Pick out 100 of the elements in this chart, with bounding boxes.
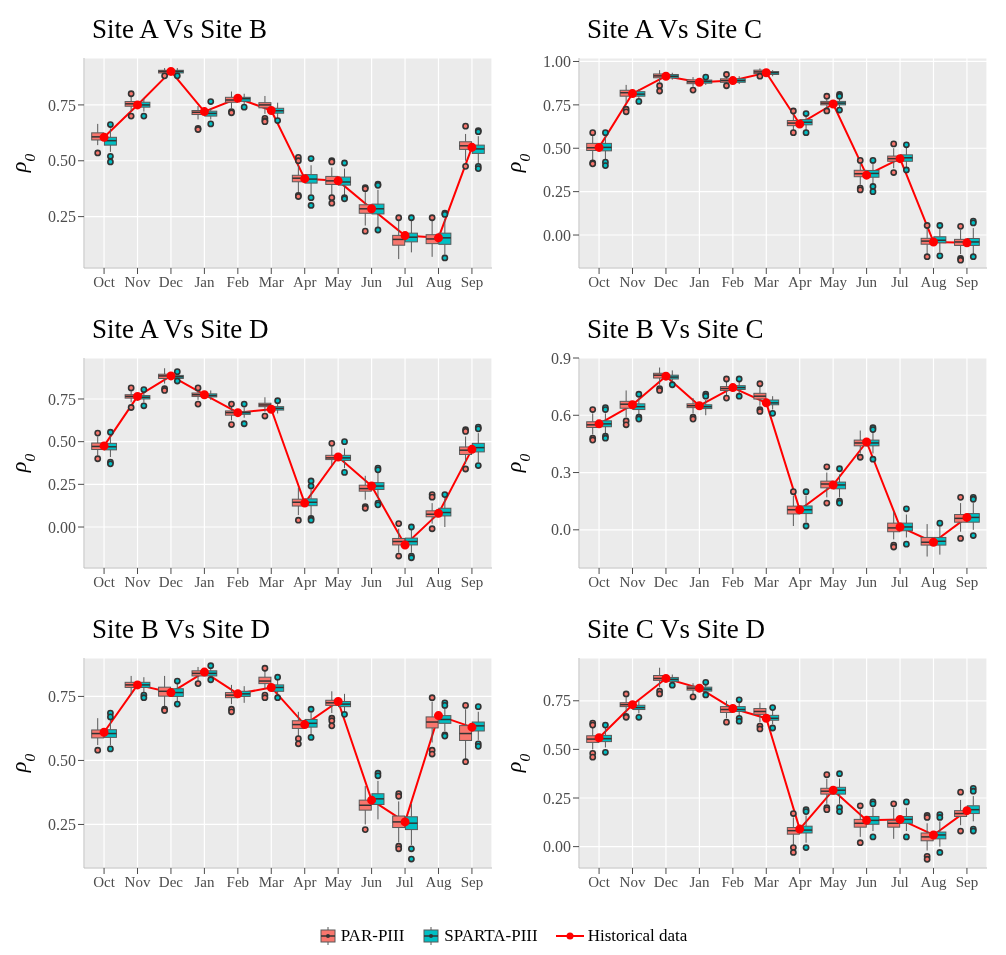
x-tick-label: Aug	[425, 873, 452, 890]
legend-label: PAR-PIII	[340, 926, 405, 946]
x-tick-label: Dec	[653, 273, 679, 290]
x-tick-label: Jan	[194, 873, 215, 890]
x-tick-label: Apr	[788, 573, 812, 590]
x-tick-label: Jan	[194, 273, 215, 290]
x-tick-label: Nov	[619, 273, 646, 290]
x-tick-label: Sep	[955, 273, 979, 290]
y-tick-label: 0.25	[48, 816, 76, 834]
x-tick-label: Oct	[93, 573, 116, 590]
x-tick-label: Oct	[588, 273, 611, 290]
x-tick-label: Sep	[955, 873, 979, 890]
y-tick-label: 0.00	[543, 226, 571, 244]
x-tick-label: Jan	[689, 273, 710, 290]
x-tick-label: Mar	[258, 273, 284, 290]
x-tick-label: Aug	[920, 273, 947, 290]
x-tick-label: Apr	[788, 273, 812, 290]
x-tick-label: Jun	[856, 873, 878, 890]
x-tick-label: Sep	[460, 573, 484, 590]
chart-title: Site A Vs Site B	[91, 13, 269, 46]
x-tick-label: Jul	[891, 273, 909, 290]
y-tick-label: 0.50	[48, 152, 76, 170]
y-tick-label: 0.75	[543, 96, 571, 114]
x-tick-label: Jan	[689, 873, 710, 890]
x-tick-label: Apr	[788, 873, 812, 890]
x-tick-label: Jul	[396, 273, 414, 290]
x-tick-label: Feb	[721, 573, 745, 590]
x-tick-label: May	[819, 873, 848, 890]
x-tick-label: Sep	[460, 273, 484, 290]
chart-title: Site C Vs Site D	[586, 613, 767, 646]
x-tick-label: Nov	[619, 873, 646, 890]
y-tick-label: 0.75	[48, 688, 76, 706]
x-tick-label: Jun	[361, 873, 383, 890]
x-tick-label: Jul	[891, 573, 909, 590]
y-tick-label: 0.6	[551, 406, 571, 424]
chart-title: Site B Vs Site C	[586, 313, 765, 346]
x-tick-label: Jun	[856, 273, 878, 290]
x-tick-label: Feb	[226, 273, 250, 290]
legend-label: SPARTA-PIII	[444, 926, 538, 946]
x-tick-label: Mar	[753, 273, 779, 290]
x-tick-label: May	[819, 573, 848, 590]
y-tick-label: 0.50	[48, 752, 76, 770]
y-tick-label: 0.50	[48, 433, 76, 451]
x-tick-label: Jun	[856, 573, 878, 590]
x-tick-label: Mar	[753, 573, 779, 590]
x-tick-label: Mar	[258, 573, 284, 590]
y-tick-label: 0.25	[48, 208, 76, 226]
x-tick-label: May	[324, 273, 353, 290]
y-tick-label: 0.00	[543, 838, 571, 856]
x-tick-label: Jun	[361, 573, 383, 590]
x-tick-label: Nov	[124, 873, 151, 890]
x-tick-label: Nov	[124, 273, 151, 290]
x-tick-label: Feb	[226, 873, 250, 890]
x-tick-label: Nov	[124, 573, 151, 590]
x-tick-label: Jun	[361, 273, 383, 290]
x-tick-label: May	[324, 873, 353, 890]
chart-title: Site A Vs Site C	[586, 13, 764, 46]
y-tick-label: 0.75	[48, 390, 76, 408]
y-tick-label: 0.9	[551, 349, 571, 367]
x-tick-label: Dec	[158, 573, 184, 590]
x-tick-label: Aug	[920, 873, 947, 890]
y-tick-label: 0.50	[543, 139, 571, 157]
x-tick-label: Oct	[93, 273, 116, 290]
x-tick-label: Feb	[721, 273, 745, 290]
y-tick-label: 1.00	[543, 53, 571, 71]
x-tick-label: Aug	[920, 573, 947, 590]
x-tick-label: Oct	[588, 573, 611, 590]
x-tick-label: May	[819, 273, 848, 290]
chart-title: Site B Vs Site D	[91, 613, 272, 646]
y-tick-label: 0.50	[543, 741, 571, 759]
x-tick-label: Jul	[396, 873, 414, 890]
x-tick-label: Oct	[93, 873, 116, 890]
y-tick-label: 0.0	[551, 521, 571, 539]
x-tick-label: Mar	[258, 873, 284, 890]
legend-label: Historical data	[587, 926, 688, 946]
x-tick-label: Sep	[460, 873, 484, 890]
x-tick-label: Oct	[588, 873, 611, 890]
x-tick-label: Dec	[653, 573, 679, 590]
chart-title: Site A Vs Site D	[91, 313, 270, 346]
x-tick-label: Aug	[425, 273, 452, 290]
x-tick-label: Sep	[955, 573, 979, 590]
y-tick-label: 0.25	[543, 789, 571, 807]
x-tick-label: Apr	[293, 873, 317, 890]
x-tick-label: Jan	[194, 573, 215, 590]
x-tick-label: Jul	[396, 573, 414, 590]
x-tick-label: Dec	[158, 873, 184, 890]
y-tick-label: 0.75	[543, 692, 571, 710]
y-tick-label: 0.3	[551, 464, 571, 482]
x-tick-label: Jul	[891, 873, 909, 890]
y-tick-label: 0.00	[48, 518, 76, 536]
x-tick-label: Dec	[158, 273, 184, 290]
y-tick-label: 0.75	[48, 96, 76, 114]
x-tick-label: Feb	[721, 873, 745, 890]
x-tick-label: May	[324, 573, 353, 590]
x-tick-label: Apr	[293, 273, 317, 290]
x-tick-label: Apr	[293, 573, 317, 590]
y-tick-label: 0.25	[48, 476, 76, 494]
y-tick-label: 0.25	[543, 183, 571, 201]
x-tick-label: Mar	[753, 873, 779, 890]
x-tick-label: Feb	[226, 573, 250, 590]
